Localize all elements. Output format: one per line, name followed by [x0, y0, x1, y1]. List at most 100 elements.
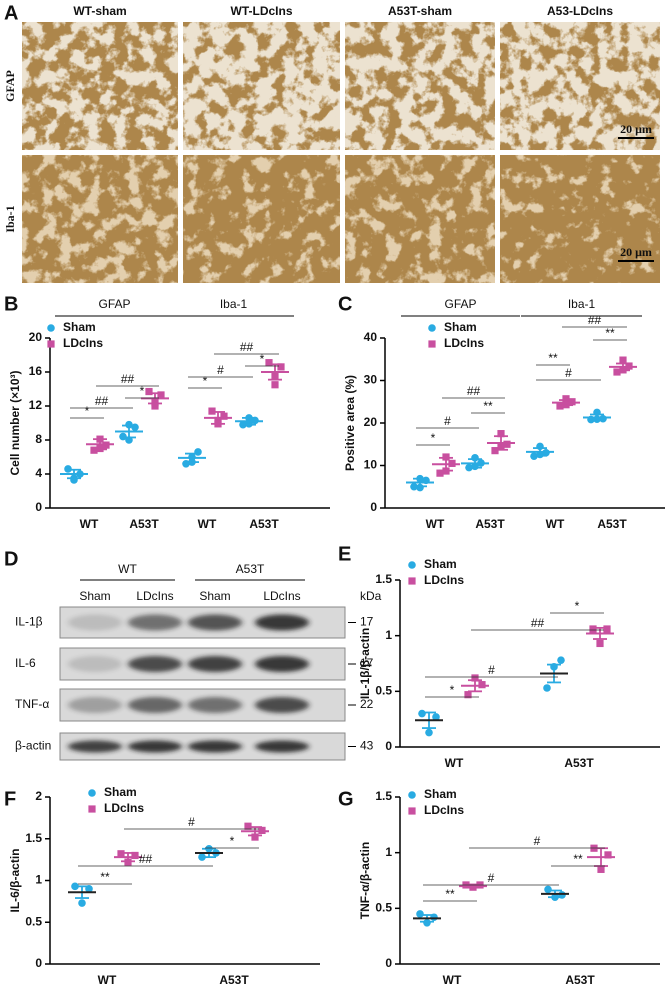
row-label: IL-1β	[15, 615, 43, 629]
blot-band	[128, 740, 182, 753]
y-axis-label: Positive area (%)	[343, 375, 357, 471]
data-point	[131, 851, 139, 860]
y-tick-label: 0	[385, 739, 392, 753]
micrograph-texture	[183, 155, 340, 283]
data-point	[436, 469, 444, 477]
significance-label: ##	[240, 340, 254, 354]
data-point	[597, 865, 605, 873]
blot-band	[188, 656, 242, 672]
x-tick-label: A53T	[129, 517, 159, 531]
data-point	[408, 791, 416, 799]
significance-label: **	[100, 870, 110, 884]
significance-label: **	[605, 326, 615, 340]
data-point	[432, 713, 440, 721]
data-point	[562, 395, 570, 403]
group-header: GFAP	[98, 297, 130, 311]
y-tick-label: 2	[35, 789, 42, 803]
data-point	[478, 681, 486, 689]
blot-band	[128, 614, 182, 631]
row-label: IL-6	[15, 656, 36, 670]
data-point	[543, 684, 551, 692]
panel-letter: B	[4, 293, 18, 315]
data-point	[428, 340, 436, 348]
lane-label: LDcIns	[263, 589, 300, 603]
micrograph-texture	[22, 155, 178, 283]
y-axis-label: IL-6/β-actin	[8, 849, 22, 913]
blot-band	[68, 614, 122, 631]
y-tick-label: 20	[29, 330, 43, 344]
x-tick-label: A53T	[564, 756, 594, 770]
data-point	[425, 728, 433, 737]
blot-band	[188, 740, 242, 753]
significance-label: ##	[95, 394, 109, 408]
unit-label: kDa	[360, 589, 382, 603]
y-tick-label: 16	[29, 364, 43, 378]
legend-label: Sham	[104, 785, 137, 799]
data-point	[471, 674, 479, 682]
column-label: WT-LDcIns	[231, 4, 293, 18]
group-header: GFAP	[444, 297, 476, 311]
y-tick-label: 20	[364, 415, 378, 429]
legend-label: Sham	[424, 787, 457, 801]
data-point	[157, 391, 165, 399]
column-label: A53-LDcIns	[547, 4, 613, 18]
y-tick-label: 0	[370, 500, 377, 514]
y-tick-label: 0	[385, 956, 392, 970]
data-point	[619, 356, 627, 364]
column-label: WT-sham	[73, 4, 126, 18]
row-label: β-actin	[15, 739, 51, 753]
scale-bar-label: 20 μm	[620, 122, 652, 136]
blot-band	[255, 697, 309, 713]
data-point	[47, 340, 55, 348]
data-point	[220, 412, 228, 420]
kda-label: 43	[360, 739, 374, 753]
data-point	[131, 423, 139, 432]
x-tick-label: WT	[546, 517, 565, 531]
x-tick-label: WT	[445, 756, 464, 770]
x-tick-label: A53T	[597, 517, 627, 531]
blot-band	[68, 697, 122, 713]
legend-label: Sham	[424, 557, 457, 571]
blot-band	[255, 740, 309, 753]
legend-label: Sham	[444, 320, 477, 334]
data-point	[603, 625, 611, 633]
data-point	[265, 359, 273, 367]
significance-label: ##	[467, 384, 481, 398]
blot-band	[128, 697, 182, 713]
y-tick-label: 12	[29, 398, 43, 412]
data-point	[428, 324, 436, 332]
x-tick-label: WT	[426, 517, 445, 531]
y-tick-label: 8	[35, 432, 42, 446]
data-point	[497, 430, 505, 438]
blot-band	[188, 614, 242, 631]
data-point	[604, 851, 612, 859]
significance-label: *	[140, 384, 145, 398]
blot-band	[255, 614, 309, 631]
lane-label: Sham	[79, 589, 110, 603]
panel-letter: C	[338, 293, 352, 315]
y-tick-label: 1.5	[375, 572, 392, 586]
significance-label: ##	[588, 313, 602, 327]
significance-label: *	[575, 599, 580, 613]
data-point	[418, 709, 426, 718]
panel-letter: A	[4, 2, 18, 24]
data-point	[557, 656, 565, 664]
blot-band	[68, 740, 122, 753]
column-label: A53T-sham	[388, 4, 452, 18]
x-tick-label: A53T	[249, 517, 279, 531]
data-point	[596, 639, 604, 648]
x-tick-label: A53T	[475, 517, 505, 531]
micrograph-texture	[22, 22, 178, 150]
y-tick-label: 10	[364, 458, 378, 472]
legend-label: LDcIns	[63, 336, 103, 350]
significance-label: ##	[139, 852, 153, 866]
y-tick-label: 4	[35, 466, 42, 480]
legend-label: Sham	[63, 320, 96, 334]
group-header: Iba-1	[568, 297, 596, 311]
data-point	[145, 387, 153, 396]
significance-label: **	[573, 852, 583, 866]
data-point	[589, 625, 597, 633]
y-tick-label: 1	[385, 845, 392, 859]
data-point	[416, 910, 424, 918]
y-axis-label: Cell number (×10³)	[8, 370, 22, 475]
